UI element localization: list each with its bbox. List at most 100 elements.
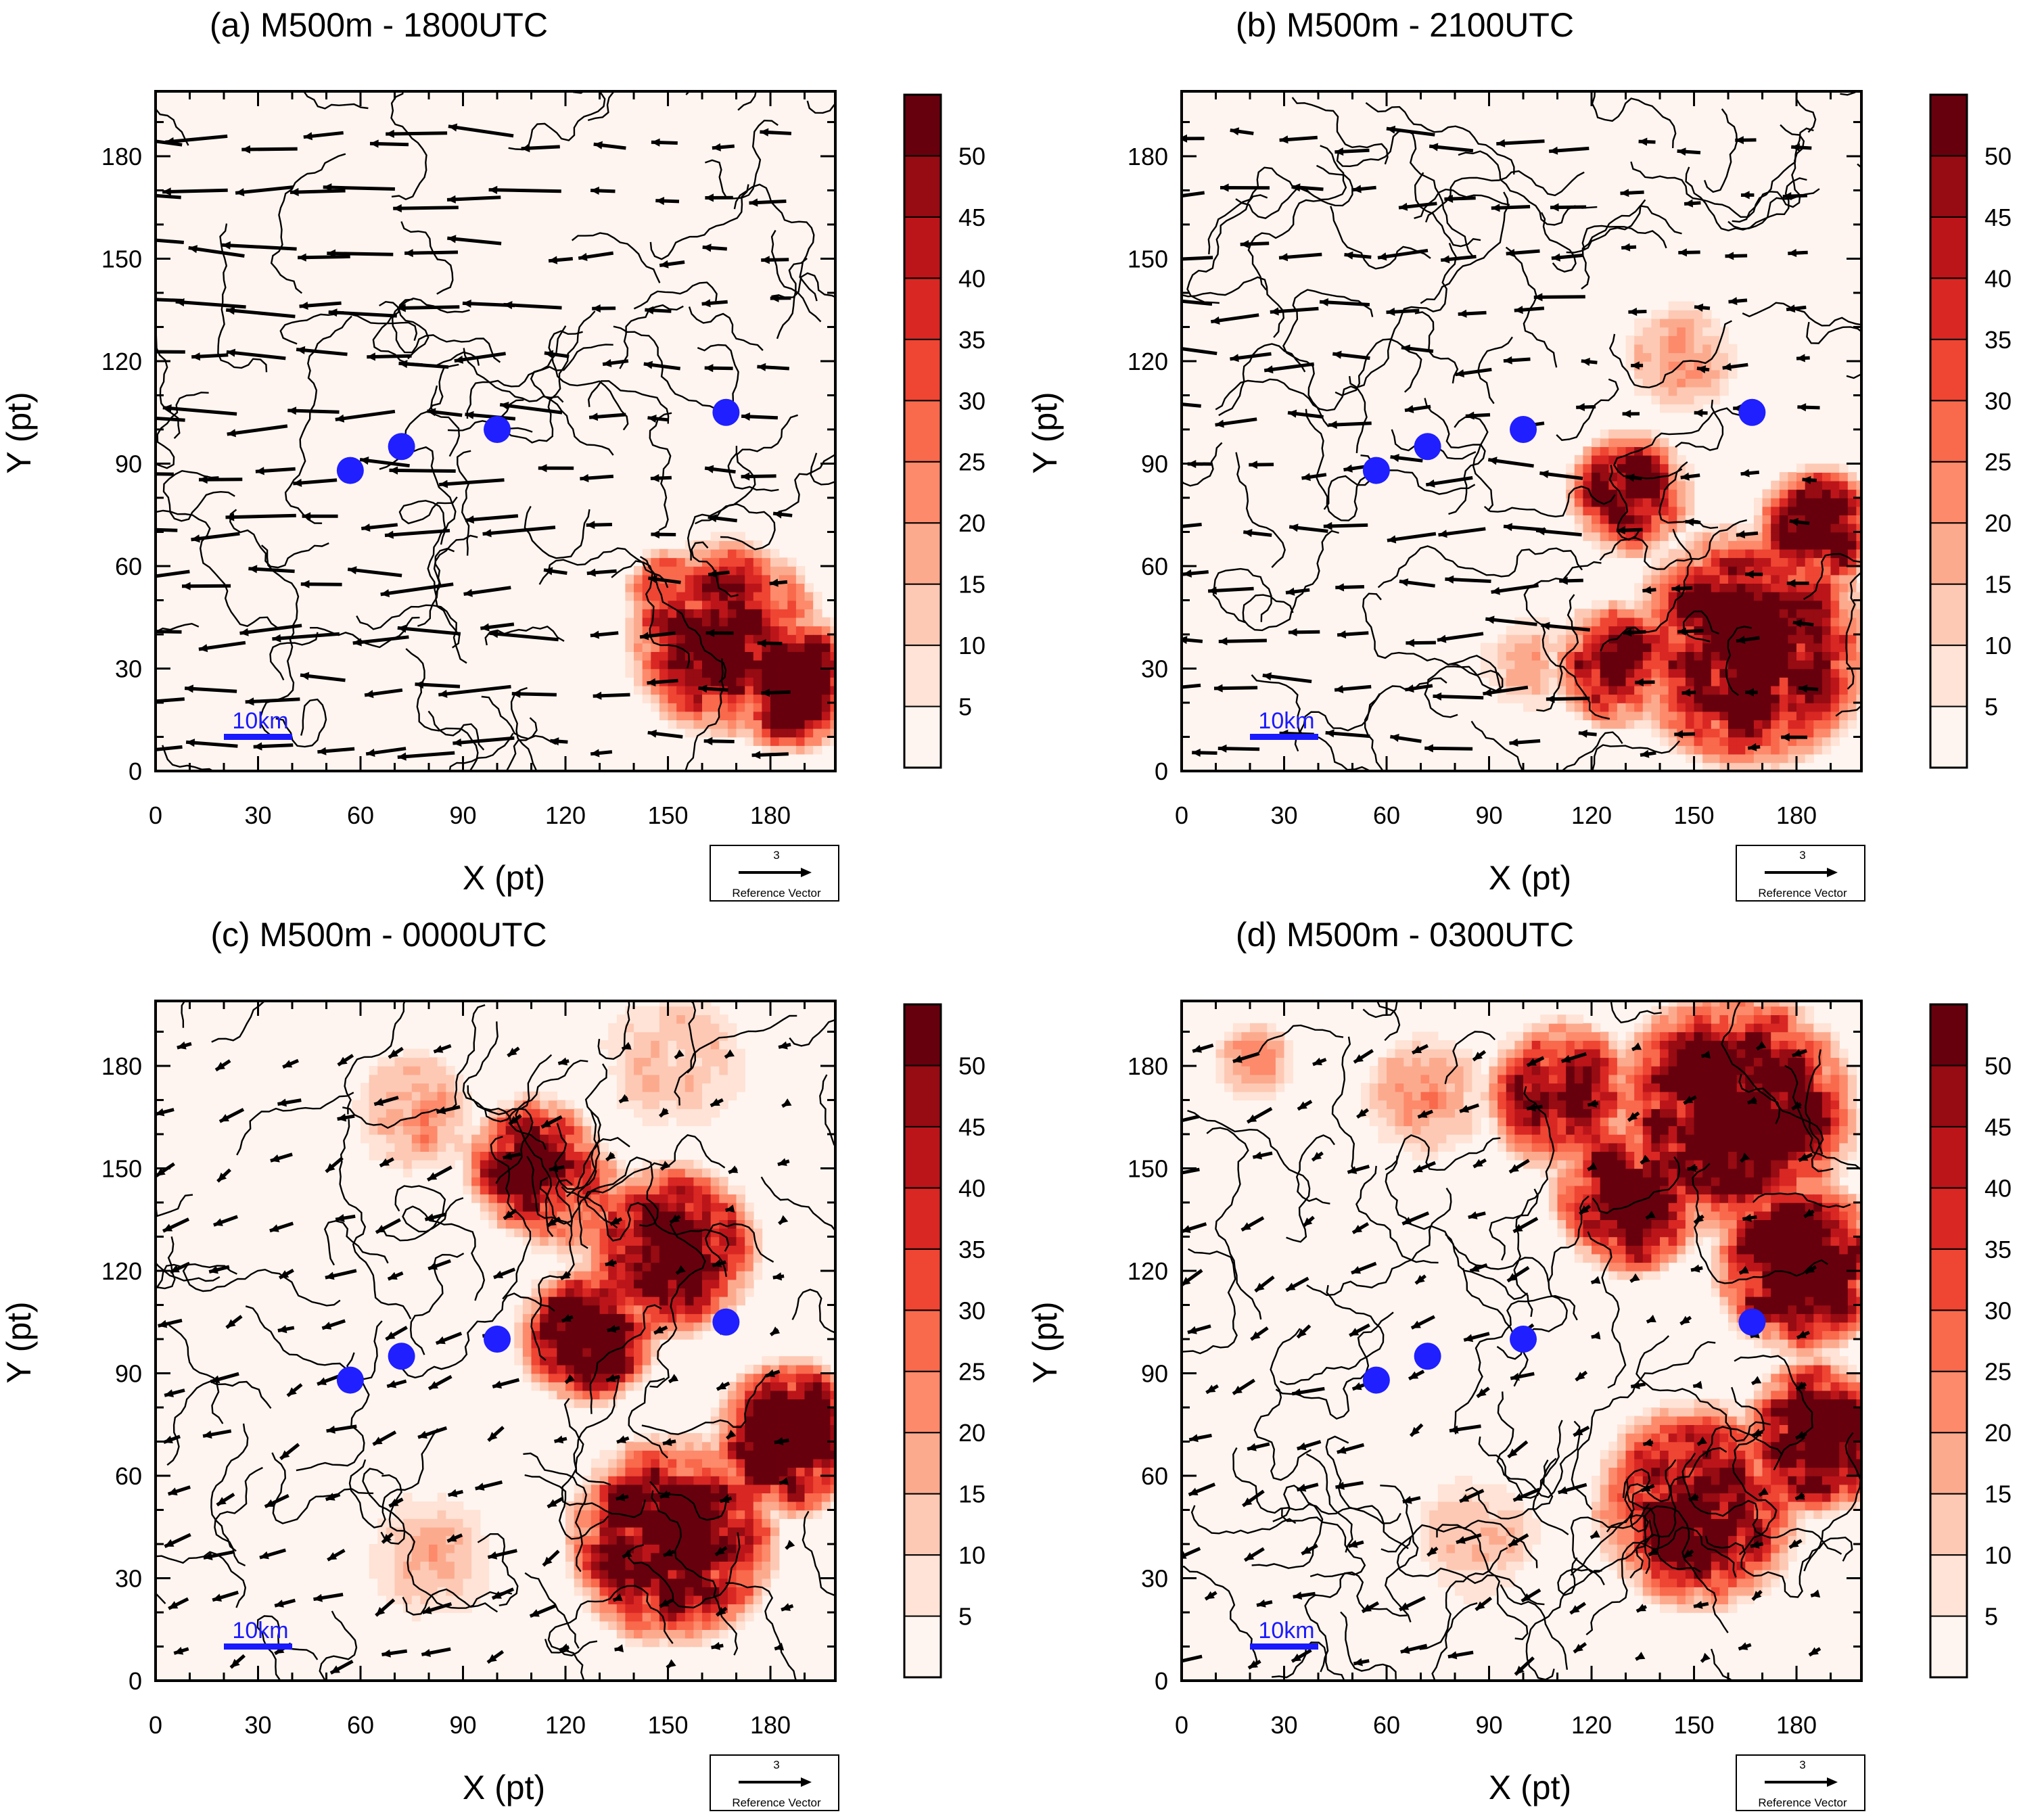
field-cell xyxy=(779,1416,789,1425)
field-cell xyxy=(1608,651,1618,661)
field-cell xyxy=(599,1279,609,1288)
field-cell xyxy=(719,1620,728,1630)
field-cell xyxy=(1625,335,1635,345)
field-cell xyxy=(1523,694,1533,703)
field-cell xyxy=(710,1526,720,1537)
field-cell xyxy=(1856,643,1861,652)
field-cell xyxy=(1711,703,1721,712)
contour-line xyxy=(381,1185,446,1242)
contour-line xyxy=(733,183,818,302)
contour-line xyxy=(245,1305,383,1380)
field-cell xyxy=(710,557,720,567)
field-cell xyxy=(753,1510,763,1519)
field-cell xyxy=(702,549,712,559)
field-cell xyxy=(1702,344,1712,354)
field-cell xyxy=(608,1031,618,1041)
field-cell xyxy=(634,1100,643,1109)
field-cell xyxy=(736,1416,745,1425)
wind-vector-head xyxy=(231,1658,240,1668)
field-cell xyxy=(1506,651,1516,661)
field-cell xyxy=(830,1476,835,1485)
field-cell xyxy=(779,1467,789,1476)
field-cell xyxy=(804,685,814,695)
wind-vector-head xyxy=(1622,409,1631,418)
field-cell xyxy=(642,1040,652,1050)
field-cell xyxy=(642,1339,652,1349)
field-cell xyxy=(1736,600,1746,609)
field-cell xyxy=(1668,591,1678,601)
field-cell xyxy=(821,1501,831,1511)
field-cell xyxy=(702,1091,712,1101)
field-cell xyxy=(1625,344,1635,354)
field-cell xyxy=(471,1561,481,1570)
field-cell xyxy=(659,1168,669,1177)
field-cell xyxy=(1745,540,1755,550)
field-cell xyxy=(1651,668,1661,678)
field-cell xyxy=(599,1569,609,1579)
field-cell xyxy=(625,1526,634,1537)
field-cell xyxy=(1796,549,1806,559)
field-cell xyxy=(702,574,712,584)
field-cell xyxy=(1856,489,1861,498)
field-cell xyxy=(1642,506,1652,515)
field-cell xyxy=(1677,327,1686,336)
field-cell xyxy=(1592,643,1601,652)
field-cell xyxy=(471,1151,481,1161)
contour-line xyxy=(1682,610,1719,643)
contour-line xyxy=(462,1021,553,1115)
field-cell xyxy=(625,1578,634,1587)
field-cell xyxy=(745,677,754,686)
field-cell xyxy=(702,600,712,609)
field-cell xyxy=(659,1048,669,1058)
field-cell xyxy=(1651,395,1661,404)
field-cell xyxy=(1642,609,1652,618)
contour-line xyxy=(217,223,268,373)
field-cell xyxy=(454,1501,464,1511)
field-cell xyxy=(710,668,720,678)
field-cell xyxy=(625,1031,634,1041)
field-cell xyxy=(727,1458,737,1468)
contour-line xyxy=(269,632,319,681)
field-cell xyxy=(1830,685,1840,695)
contour-line xyxy=(554,1123,630,1190)
field-cell xyxy=(651,1177,660,1186)
field-cell xyxy=(582,1552,592,1562)
contour-line xyxy=(181,1001,186,1028)
field-cell xyxy=(1702,557,1712,567)
field-cell xyxy=(420,1142,430,1152)
field-cell xyxy=(1830,540,1840,550)
field-cell xyxy=(1736,694,1746,703)
field-cell xyxy=(1660,540,1669,550)
field-cell xyxy=(804,617,814,627)
wind-vector-head xyxy=(188,245,198,254)
field-cell xyxy=(1805,557,1815,567)
wind-vector-head xyxy=(164,1389,174,1397)
field-cell xyxy=(727,600,737,609)
field-cell xyxy=(608,1518,618,1528)
contour-line xyxy=(687,503,776,561)
colorbar-swatch xyxy=(904,94,942,157)
wind-vector-head xyxy=(448,123,458,132)
field-cell xyxy=(1668,386,1678,396)
field-cell xyxy=(565,1100,575,1109)
wind-vector-head xyxy=(397,624,407,633)
field-cell xyxy=(1677,310,1686,319)
field-cell xyxy=(1660,523,1669,533)
wind-vector-head xyxy=(651,530,660,539)
field-cell xyxy=(719,1476,728,1485)
field-cell xyxy=(1856,549,1861,559)
field-cell xyxy=(651,1552,660,1562)
field-cell xyxy=(668,549,677,559)
field-cell xyxy=(804,1458,814,1468)
field-cell xyxy=(762,1458,771,1468)
field-cell xyxy=(710,1620,720,1630)
field-cell xyxy=(745,1535,754,1545)
field-cell xyxy=(651,1339,660,1349)
field-cell xyxy=(394,1125,404,1135)
station-marker xyxy=(1510,415,1537,443)
contour-line xyxy=(211,1001,266,1043)
field-cell xyxy=(745,1476,754,1485)
field-cell xyxy=(821,737,831,746)
field-cell xyxy=(710,591,720,601)
field-cell xyxy=(1702,386,1712,396)
